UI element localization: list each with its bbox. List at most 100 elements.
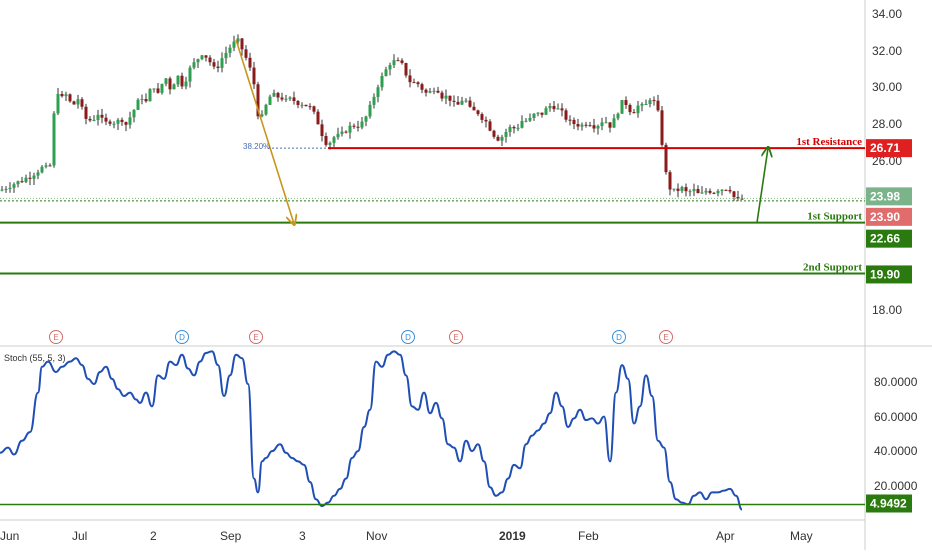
candle-body [300,104,304,106]
event-circle [175,330,189,344]
candle-body [324,136,328,145]
date-label: 3 [299,529,306,543]
candle-body [468,100,472,107]
candle-body [492,130,496,137]
event-letter: D [179,333,185,342]
candle-body [732,191,736,198]
candle-body [72,101,76,105]
bid-price-badge: 23.90 [866,207,912,226]
event-letter: E [453,333,458,342]
candle-body [308,106,312,108]
candle-body [688,191,692,193]
candle-body [204,55,208,58]
candle-body [192,62,196,68]
candle-body [252,67,256,85]
candle-body [416,82,420,85]
candle-body [736,197,740,199]
date-label: 2019 [499,529,526,543]
badge-box [866,229,912,248]
stoch-series-line [0,350,743,511]
candle-body [536,112,540,114]
candle-body [148,89,152,102]
candle-body [604,122,608,124]
candle-body [524,120,528,122]
badge-box [866,265,912,284]
candle-body [636,105,640,114]
candle-body [656,100,660,111]
resistance-label: 1st Resistance [796,136,862,148]
candle-body [200,55,204,60]
candle-body [280,97,284,100]
candle-body [340,131,344,134]
candle-body [368,104,372,117]
candle-body [64,94,68,97]
candle-body [624,100,628,106]
candle-body [216,66,220,68]
candle-body [456,101,460,105]
candle-body [108,121,112,124]
candle-body [588,125,592,127]
candle-body [20,181,24,183]
candle-body [384,69,388,76]
candle-body [436,90,440,93]
candle-body [316,111,320,125]
candle-body [680,187,684,191]
badge-box [866,207,912,226]
candle-body [488,121,492,131]
candle-body [100,114,104,118]
candle-body [268,96,272,105]
candle-body [360,121,364,128]
candle-body [312,106,316,112]
event-circle [449,330,463,344]
date-label: Apr [716,529,735,543]
candle-body [12,184,16,188]
candle-body [424,89,428,93]
candle-body [184,81,188,87]
candle-body [712,192,716,194]
candle-body [344,131,348,133]
event-circle [612,330,626,344]
candle-body [472,106,476,111]
candle-body [540,112,544,115]
earnings-event-marker: E [449,330,463,344]
stoch-tick-label: 80.0000 [874,375,918,389]
candle-body [484,119,488,122]
candle-body [48,165,52,167]
candle-body [648,100,652,105]
candle-body [132,109,136,118]
candle-body [740,198,744,200]
candle-body [476,110,480,115]
date-label: 2 [150,529,157,543]
price-tick-label: 34.00 [872,7,902,21]
candle-body [220,58,224,68]
candle-body [264,104,268,115]
candle-body [520,120,524,128]
candle-body [552,106,556,110]
horizontal-lines-layer: 1st Resistance 1st Support 2nd Support [0,136,865,275]
candle-body [168,78,172,90]
candle-body [432,90,436,92]
candle-body [644,104,648,106]
candle-body [496,136,500,141]
candle-body [240,38,244,50]
candle-body [4,188,8,190]
badge-value: 19.90 [870,267,900,281]
candle-body [256,84,260,117]
candle-body [556,108,560,110]
candle-body [84,106,88,119]
candle-body [88,118,92,121]
candle-body [708,190,712,193]
earnings-event-marker: E [659,330,673,344]
candle-body [328,142,332,145]
candle-body [196,59,200,63]
earnings-event-marker: E [249,330,263,344]
current-price-badge: 23.98 [866,187,912,206]
candle-body [716,190,720,194]
candle-body [420,84,424,90]
event-circle [659,330,673,344]
candle-body [232,41,236,48]
candle-body [664,144,668,173]
date-label: Jul [72,529,87,543]
stoch-axis: 80.0000 60.0000 40.0000 20.0000 [874,375,918,493]
